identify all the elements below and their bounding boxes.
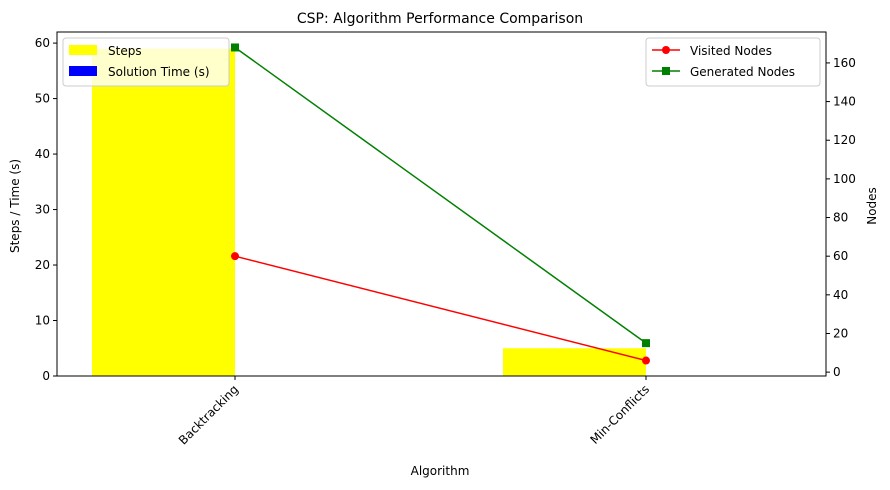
chart-title: CSP: Algorithm Performance Comparison xyxy=(297,11,583,27)
point-generated-nodes-0 xyxy=(231,43,239,52)
legend-label-solution-time: Solution Time (s) xyxy=(108,65,210,79)
right-tick-label-160: 160 xyxy=(833,56,856,70)
left-tick-label-20: 20 xyxy=(35,258,50,272)
bar-steps-1 xyxy=(503,348,646,376)
x-tick-label-min-conflicts: Min-Conflicts xyxy=(587,382,652,447)
right-tick-label-20: 20 xyxy=(833,326,848,340)
legend-marker-generated xyxy=(662,67,670,75)
x-tick-label-backtracking: Backtracking xyxy=(176,382,241,447)
legend-label-visited: Visited Nodes xyxy=(690,44,772,58)
legend-left: Steps Solution Time (s) xyxy=(62,37,230,87)
left-tick-label-50: 50 xyxy=(35,92,50,106)
line-generated-nodes xyxy=(234,46,647,344)
legend-label-steps: Steps xyxy=(108,44,142,58)
left-tick-label-30: 30 xyxy=(35,203,50,217)
right-y-axis-label: Nodes xyxy=(865,187,879,225)
legend-right: Visited Nodes Generated Nodes xyxy=(645,37,821,87)
left-tick-label-60: 60 xyxy=(35,36,50,50)
left-tick-label-40: 40 xyxy=(35,147,50,161)
right-tick-label-140: 140 xyxy=(833,95,856,109)
legend-swatch-steps xyxy=(69,45,97,55)
right-tick-label-0: 0 xyxy=(833,365,841,379)
point-visited-nodes-0 xyxy=(231,252,239,261)
legend-right-frame xyxy=(645,37,821,87)
point-generated-nodes-1 xyxy=(642,339,650,348)
line-visited-nodes xyxy=(234,255,647,362)
legend-swatch-solution-time xyxy=(69,66,97,76)
right-tick-label-120: 120 xyxy=(833,133,856,147)
left-tick-label-10: 10 xyxy=(35,314,50,328)
point-visited-nodes-1 xyxy=(642,356,650,365)
right-tick-label-60: 60 xyxy=(833,249,848,263)
x-axis-label: Algorithm xyxy=(411,464,470,478)
left-y-axis-label: Steps / Time (s) xyxy=(8,159,22,253)
legend-label-generated: Generated Nodes xyxy=(690,65,795,79)
left-tick-label-0: 0 xyxy=(42,369,50,383)
left-y-axis: 0 10 20 30 40 50 60 xyxy=(35,36,57,383)
plot-frame xyxy=(56,31,827,377)
right-tick-label-40: 40 xyxy=(833,288,848,302)
right-y-axis: 0 20 40 60 80 100 120 140 160 xyxy=(826,56,856,379)
lines-layer xyxy=(231,43,650,365)
bars-layer xyxy=(92,48,646,376)
right-tick-label-80: 80 xyxy=(833,211,848,225)
right-tick-label-100: 100 xyxy=(833,172,856,186)
bar-steps-0 xyxy=(92,48,235,376)
legend-marker-visited xyxy=(662,46,670,54)
legend-left-frame xyxy=(62,37,230,87)
x-axis: Backtracking Min-Conflicts xyxy=(176,376,652,447)
